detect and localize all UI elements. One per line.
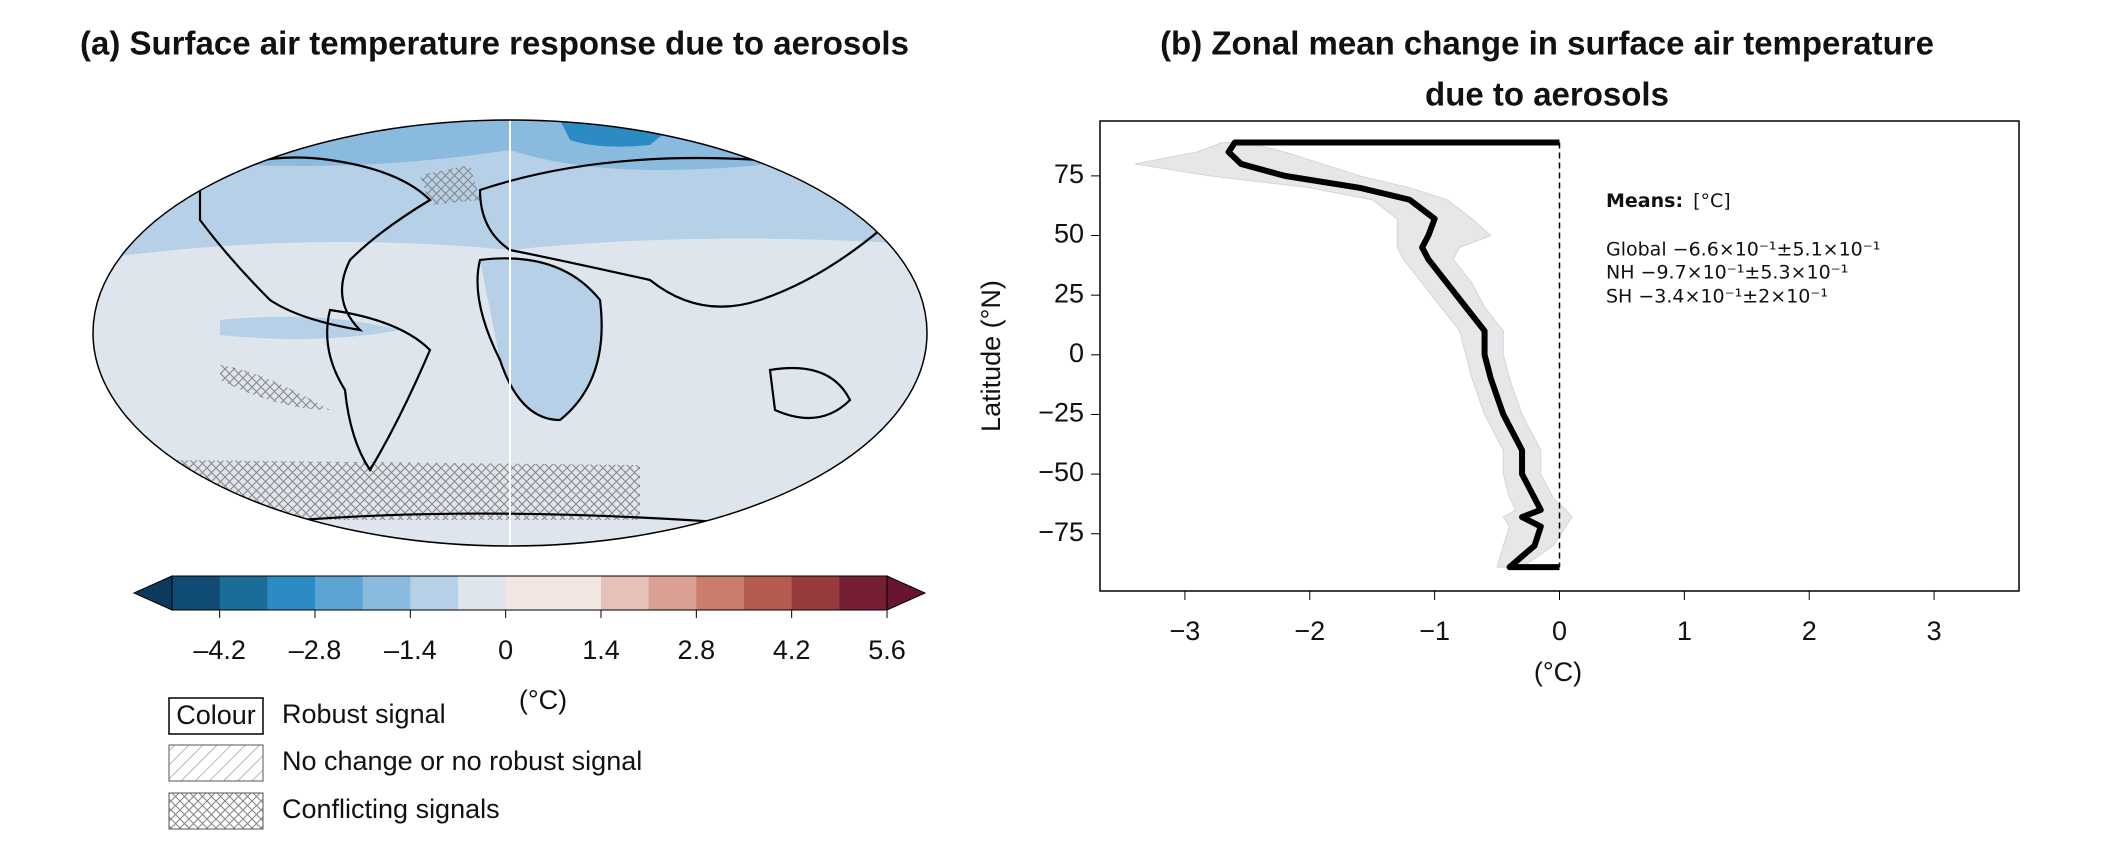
x-tick-label: −3: [1170, 616, 1201, 646]
colorbar-bin: [553, 576, 602, 610]
colorbar-bin: [839, 576, 888, 610]
x-tick-label: 1: [1677, 616, 1692, 646]
y-axis-label: Latitude (°N): [976, 280, 1006, 432]
y-tick-label: 50: [1054, 219, 1084, 249]
y-tick-label: 0: [1069, 338, 1084, 368]
colorbar-bin: [219, 576, 268, 610]
means-unit: [°C]: [1693, 190, 1731, 212]
zonal-mean-line: [1225, 139, 1560, 571]
colorbar-label: (°C): [519, 685, 567, 715]
x-tick-label: −2: [1294, 616, 1325, 646]
means-line: NH −9.7×10⁻¹±5.3×10⁻¹: [1606, 262, 1848, 284]
colorbar-tick-label: 1.4: [582, 635, 620, 665]
y-tick-label: 25: [1054, 278, 1084, 308]
means-line: SH −3.4×10⁻¹±2×10⁻¹: [1606, 286, 1828, 308]
colorbar-bin: [410, 576, 459, 610]
colorbar-tick-label: 5.6: [868, 635, 906, 665]
colorbar-bin: [505, 576, 554, 610]
colorbar-bin: [696, 576, 745, 610]
legend: Colour Robust signal No change or no rob…: [168, 697, 642, 830]
legend-label: Conflicting signals: [282, 794, 500, 824]
colorbar-tick-label: –4.2: [193, 635, 246, 665]
legend-swatch-label: Colour: [176, 700, 256, 730]
colorbar-bin: [458, 576, 507, 610]
colorbar-bin: [267, 576, 316, 610]
map: [93, 120, 927, 546]
colorbar-bin: [648, 576, 697, 610]
map-title: (a) Surface air temperature response due…: [80, 25, 909, 62]
colorbar-tick-label: 2.8: [678, 635, 716, 665]
legend-swatch: [168, 744, 264, 782]
colorbar-bin: [601, 576, 650, 610]
x-tick-label: 0: [1552, 616, 1567, 646]
legend-swatch: [168, 697, 264, 735]
means-title: Means:: [1606, 190, 1683, 212]
y-tick-label: −75: [1038, 517, 1084, 547]
x-axis-label: (°C): [1534, 657, 1582, 687]
colorbar-tick-label: –2.8: [289, 635, 342, 665]
colorbar-under: [132, 575, 173, 611]
colorbar-bin: [362, 576, 411, 610]
colorbar-bin: [172, 576, 221, 610]
map-hatch: [220, 365, 330, 410]
colorbar-tick-label: 0: [498, 635, 513, 665]
colorbar-frame: [171, 575, 888, 611]
means-line: Global −6.6×10⁻¹±5.1×10⁻¹: [1606, 239, 1880, 261]
y-tick-label: −25: [1038, 398, 1084, 428]
means-title: Means: [°C]: [1606, 190, 1731, 212]
colorbar-tick-label: 4.2: [773, 635, 811, 665]
x-tick-label: 3: [1927, 616, 1942, 646]
colorbar-bin: [744, 576, 793, 610]
coastlines: [198, 156, 882, 527]
line-title: (b) Zonal mean change in surface air tem…: [1160, 25, 1934, 62]
y-tick-label: 75: [1054, 159, 1084, 189]
map-outline: [92, 119, 928, 547]
spread-band: [1134, 141, 1573, 568]
colorbar-bin: [791, 576, 840, 610]
legend-swatch: [168, 792, 264, 830]
colorbar-bin: [315, 576, 364, 610]
y-tick-label: −50: [1038, 457, 1084, 487]
colorbar-tick-label: –1.4: [384, 635, 437, 665]
map-region: [220, 316, 400, 339]
legend-label: Robust signal: [282, 699, 446, 729]
x-tick-label: −1: [1419, 616, 1450, 646]
x-tick-label: 2: [1802, 616, 1817, 646]
line-title: due to aerosols: [1425, 76, 1669, 113]
colorbar-over: [886, 575, 927, 611]
legend-label: No change or no robust signal: [282, 746, 642, 776]
map-hatch: [420, 165, 480, 205]
map-hatch: [170, 460, 640, 520]
